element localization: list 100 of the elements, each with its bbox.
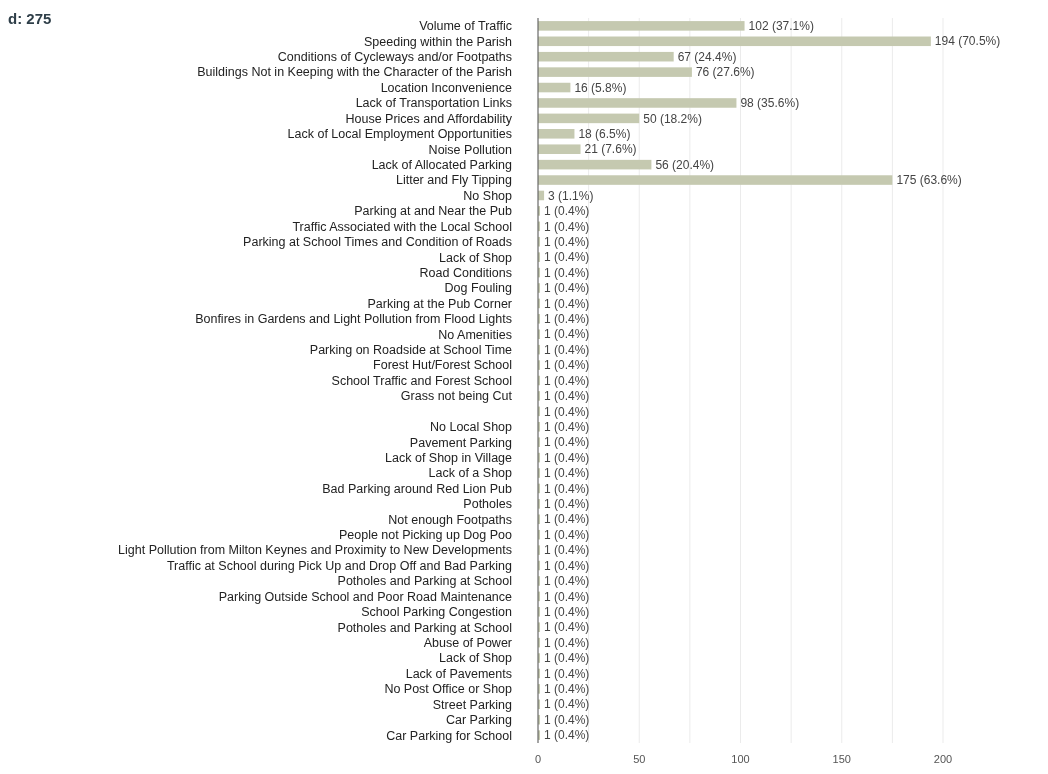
data-label: 1 (0.4%): [544, 481, 590, 496]
bar: [538, 36, 931, 47]
y-tick-label: Parking at and Near the Pub: [354, 204, 513, 219]
bar: [538, 21, 745, 31]
x-tick-label: 50: [633, 753, 646, 765]
data-label: 1 (0.4%): [544, 327, 590, 342]
y-tick-label: Speeding within the Parish: [363, 34, 513, 49]
y-tick-label: Lack of Shop: [439, 250, 513, 265]
y-tick-label: No Local Shop: [429, 420, 513, 435]
data-label: 67 (24.4%): [677, 49, 737, 64]
y-tick-label: House Prices and Affordability: [345, 111, 513, 126]
data-label: 1 (0.4%): [544, 635, 590, 650]
data-label: 1 (0.4%): [544, 620, 590, 635]
data-label: 1 (0.4%): [544, 296, 590, 311]
y-tick-label: Car Parking: [446, 713, 513, 728]
data-label: 1 (0.4%): [544, 589, 590, 604]
bar: [538, 67, 692, 77]
y-tick-label: Abuse of Power: [423, 636, 512, 650]
bar: [538, 175, 893, 185]
y-tick-label: Road Conditions: [419, 265, 512, 280]
y-tick-label: Location Inconvenience: [380, 80, 513, 95]
data-label: 1 (0.4%): [544, 281, 590, 296]
data-label: 1 (0.4%): [544, 404, 590, 419]
y-tick-label: People not Picking up Dog Poo: [338, 528, 513, 543]
data-label: 1 (0.4%): [544, 358, 590, 373]
y-tick-label: Lack of a Shop: [428, 466, 513, 481]
y-tick-label: Buildings Not in Keeping with the Character of the Parish: [197, 65, 513, 80]
y-tick-label: Lack of Local Employment Opportunities: [287, 127, 512, 142]
bar: [538, 82, 571, 93]
data-label: 50 (18.2%): [643, 111, 702, 126]
data-label: 1 (0.4%): [544, 574, 590, 589]
y-tick-label: Volume of Traffic: [419, 19, 512, 34]
y-tick-label: Street Parking: [432, 697, 513, 712]
y-tick-label: Noise Pollution: [428, 142, 513, 157]
data-label: 1 (0.4%): [544, 389, 590, 404]
y-tick-label: Grass not being Cut: [400, 389, 513, 404]
bar: [538, 129, 575, 139]
data-label: 3 (1.1%): [548, 188, 594, 203]
text: d: 275: [8, 10, 52, 27]
data-label: 76 (27.6%): [695, 65, 755, 80]
data-label: 18 (6.5%): [578, 127, 631, 141]
y-tick-label: Traffic at School during Pick Up and Drop Off and Bad Parking: [166, 558, 513, 573]
data-label: 175 (63.6%): [896, 173, 962, 188]
x-tick-label: 200: [933, 753, 953, 765]
y-tick-label: Light Pollution from Milton Keynes and Proximity to New Developments: [118, 543, 512, 558]
y-tick-label: Lack of Shop: [439, 651, 513, 666]
y-tick-label: Car Parking for School: [386, 728, 512, 743]
bar: [538, 144, 581, 154]
x-tick-label: 150: [832, 753, 851, 765]
y-tick-label: Lack of Allocated Parking: [371, 158, 513, 173]
data-label: 1 (0.4%): [544, 712, 590, 727]
data-label: 1 (0.4%): [544, 435, 590, 450]
y-tick-label: Dog Fouling: [444, 281, 513, 296]
data-label: 1 (0.4%): [544, 527, 590, 542]
y-tick-label: Parking at School Times and Condition of Roads: [243, 235, 512, 250]
y-tick-label: Litter and Fly Tipping: [395, 173, 513, 188]
y-tick-label: No Shop: [463, 188, 513, 203]
data-label: 1 (0.4%): [544, 342, 590, 357]
data-label: 1 (0.4%): [544, 250, 590, 265]
data-label: 1 (0.4%): [544, 728, 590, 743]
y-tick-label: No Amenities: [438, 327, 512, 342]
data-label: 1 (0.4%): [544, 604, 590, 619]
data-label: 102 (37.1%): [748, 19, 814, 34]
y-tick-label: Potholes: [463, 497, 512, 512]
y-tick-label: Parking at the Pub Corner: [367, 296, 512, 311]
y-tick-label: Lack of Pavements: [405, 666, 512, 681]
data-label: 1 (0.4%): [544, 497, 590, 512]
x-tick-label: 0: [534, 753, 542, 765]
y-tick-label: Bonfires in Gardens and Light Pollution from Flood Lights: [195, 312, 512, 327]
data-label: 21 (7.6%): [584, 142, 637, 157]
x-tick-label: 100: [731, 753, 750, 765]
y-tick-label: Bad Parking around Red Lion Pub: [322, 481, 513, 496]
data-label: 16 (5.8%): [574, 80, 627, 95]
data-label: 1 (0.4%): [544, 651, 590, 666]
data-label: 1 (0.4%): [544, 312, 590, 327]
y-tick-label: Traffic Associated with the Local School: [292, 219, 512, 234]
data-label: 1 (0.4%): [544, 466, 590, 481]
data-label: 1 (0.4%): [544, 512, 590, 527]
data-label: 1 (0.4%): [544, 558, 590, 573]
y-tick-label: Potholes and Parking at School: [337, 574, 512, 589]
bar: [538, 113, 640, 124]
y-tick-label: Conditions of Cycleways and/or Footpaths: [277, 50, 512, 65]
data-label: 1 (0.4%): [544, 204, 590, 219]
data-label: 1 (0.4%): [544, 543, 590, 558]
bar: [538, 159, 652, 170]
bar: [538, 51, 674, 62]
y-tick-label: Potholes and Parking at School: [337, 620, 512, 635]
data-label: 1 (0.4%): [544, 265, 590, 280]
y-tick-label: Parking Outside School and Poor Road Maintenance: [218, 589, 513, 604]
y-tick-label: School Traffic and Forest School: [331, 373, 512, 388]
data-label: 56 (20.4%): [655, 157, 715, 172]
data-label: 1 (0.4%): [544, 450, 590, 465]
y-tick-label: Lack of Transportation Links: [355, 96, 512, 111]
bar: [538, 98, 737, 108]
y-tick-label: Pavement Parking: [409, 435, 513, 450]
y-tick-label: Lack of Shop in Village: [385, 450, 513, 465]
y-tick-label: Parking on Roadside at School Time: [309, 343, 513, 358]
data-label: 1 (0.4%): [544, 234, 590, 249]
data-label: 1 (0.4%): [544, 666, 590, 681]
y-tick-label: School Parking Congestion: [361, 605, 513, 620]
